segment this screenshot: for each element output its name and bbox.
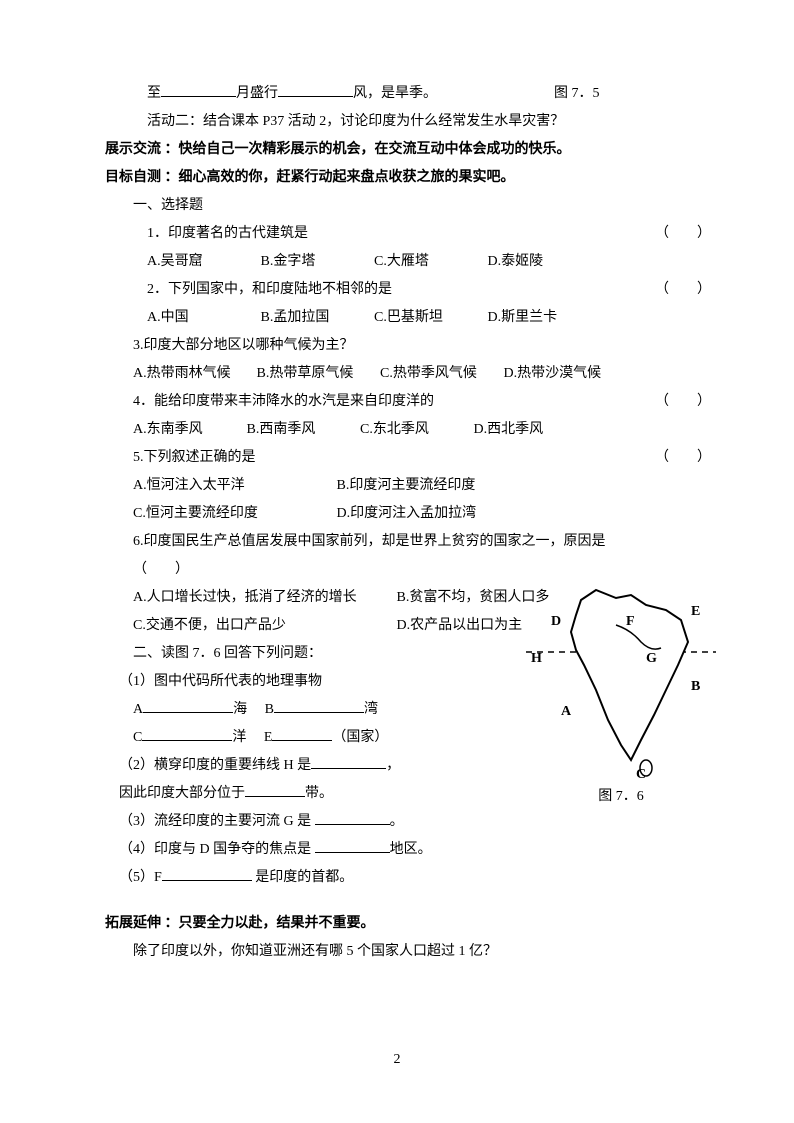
q2-answer-paren[interactable]: （ ） [655, 276, 711, 304]
p1-A-suffix: 海 [233, 702, 247, 717]
q3-opt-c[interactable]: C.热带季风气候 [380, 360, 500, 388]
p1-B-label: B [265, 702, 274, 717]
q5-stem: 5.下列叙述正确的是 [133, 450, 256, 465]
p1-C-label: C [133, 730, 142, 745]
blank-D-region[interactable] [315, 852, 390, 853]
q4-opt-c[interactable]: C.东北季风 [360, 416, 470, 444]
blank-month-start[interactable] [161, 96, 236, 97]
top-prefix: 至 [147, 86, 161, 101]
q6-stem: 6.印度国民生产总值居发展中国家前列，却是世界上贫穷的国家之一，原因是 [105, 528, 719, 556]
map-label-H: H [531, 651, 542, 666]
blank-G[interactable] [315, 824, 390, 825]
q3-opt-a[interactable]: A.热带雨林气候 [133, 360, 253, 388]
section-show-title: 展示交流 ：快给自己一次精彩展示的机会，在交流互动中体会成功的快乐。 [105, 136, 719, 164]
section-test-title: 目标自测 ：细心高效的你，赶紧行动起来盘点收获之旅的果实吧。 [105, 164, 719, 192]
p2-suffix: 带。 [305, 786, 333, 801]
p1-C-suffix: 洋 [232, 730, 246, 745]
q2-opt-d[interactable]: D.斯里兰卡 [488, 304, 598, 332]
q4-opt-b[interactable]: B.西南季风 [247, 416, 357, 444]
blank-C[interactable] [142, 740, 232, 741]
figure-7-6: D E F G H A B C 图 7．6 [526, 570, 716, 805]
blank-B[interactable] [274, 712, 364, 713]
p1-stem: （1）图中代码所代表的地理事物 [105, 668, 485, 696]
p1-E-label: E [264, 730, 273, 745]
map-label-F: F [626, 614, 635, 629]
p2-comma: ， [386, 758, 400, 773]
top-mid: 月盛行 [236, 86, 278, 101]
q2-opt-b[interactable]: B.孟加拉国 [261, 304, 371, 332]
q4-stem: 4．能给印度带来丰沛降水的水汽是来自印度洋的 [133, 394, 434, 409]
blank-H[interactable] [311, 768, 386, 769]
p5-stem-b: 是印度的首都。 [255, 870, 353, 885]
map-label-E: E [691, 604, 700, 619]
q4-opt-d[interactable]: D.西北季风 [474, 416, 584, 444]
p3-period: 。 [390, 814, 404, 829]
p1-E-suffix: （国家） [332, 730, 388, 745]
page-number: 2 [0, 1052, 794, 1068]
blank-zone[interactable] [245, 796, 305, 797]
top-suffix: 风，是旱季。 [353, 86, 437, 101]
q2-opt-c[interactable]: C.巴基斯坦 [374, 304, 484, 332]
q4-answer-paren[interactable]: （ ） [655, 388, 711, 416]
india-map-icon: D E F G H A B C [526, 570, 716, 780]
q2-opt-a[interactable]: A.中国 [147, 304, 257, 332]
p1-A-label: A [133, 702, 143, 717]
q5-opt-d[interactable]: D.印度河注入孟加拉湾 [337, 500, 537, 528]
map-label-D: D [551, 614, 561, 629]
p4-stem: （4）印度与 D 国争夺的焦点是 [119, 842, 311, 857]
figure-7-6-caption: 图 7．6 [526, 785, 716, 805]
p2-stem-b: 因此印度大部分位于 [119, 786, 245, 801]
p4-suffix: 地区。 [390, 842, 432, 857]
map-label-C: C [636, 767, 646, 780]
q5-opt-b[interactable]: B.印度河主要流经印度 [337, 472, 537, 500]
p1-B-suffix: 湾 [364, 702, 378, 717]
q4-opt-a[interactable]: A.东南季风 [133, 416, 243, 444]
q3-opt-b[interactable]: B.热带草原气候 [257, 360, 377, 388]
map-label-G: G [646, 651, 657, 666]
q1-stem: 1．印度著名的古代建筑是 [147, 226, 308, 241]
q6-opt-a[interactable]: A.人口增长过快，抵消了经济的增长 [133, 584, 393, 612]
extend-title: 拓展延伸 ：只要全力以赴，结果并不重要。 [105, 910, 719, 938]
q1-opt-a[interactable]: A.吴哥窟 [147, 248, 257, 276]
mc-header: 一、选择题 [105, 192, 719, 220]
blank-A[interactable] [143, 712, 233, 713]
q1-opt-d[interactable]: D.泰姬陵 [488, 248, 598, 276]
q6-opt-c[interactable]: C.交通不便，出口产品少 [133, 612, 393, 640]
p3-stem: （3）流经印度的主要河流 G 是 [119, 814, 311, 829]
q5-answer-paren[interactable]: （ ） [655, 444, 711, 472]
figure-7-5-label: 图 7．5 [554, 86, 600, 101]
q3-opt-d[interactable]: D.热带沙漠气候 [504, 360, 624, 388]
extend-question: 除了印度以外，你知道亚洲还有哪 5 个国家人口超过 1 亿？ [105, 938, 719, 966]
q3-stem: 3.印度大部分地区以哪种气候为主？ [105, 332, 719, 360]
activity-2-text: 活动二：结合课本 P37 活动 2，讨论印度为什么经常发生水旱灾害？ [105, 108, 719, 136]
q1-answer-paren[interactable]: （ ） [655, 220, 711, 248]
q1-opt-c[interactable]: C.大雁塔 [374, 248, 484, 276]
p2-stem-a: （2）横穿印度的重要纬线 H 是 [119, 758, 311, 773]
q5-opt-a[interactable]: A.恒河注入太平洋 [133, 472, 333, 500]
map-label-B: B [691, 679, 700, 694]
map-label-A: A [561, 704, 572, 719]
blank-F[interactable] [162, 880, 252, 881]
q2-stem: 2．下列国家中，和印度陆地不相邻的是 [147, 282, 392, 297]
blank-E[interactable] [272, 740, 332, 741]
q5-opt-c[interactable]: C.恒河主要流经印度 [133, 500, 333, 528]
q6-opt-d[interactable]: D.农产品以出口为主 [397, 612, 523, 640]
p5-stem-a: （5）F [119, 870, 162, 885]
q1-opt-b[interactable]: B.金字塔 [261, 248, 371, 276]
blank-wind[interactable] [278, 96, 353, 97]
